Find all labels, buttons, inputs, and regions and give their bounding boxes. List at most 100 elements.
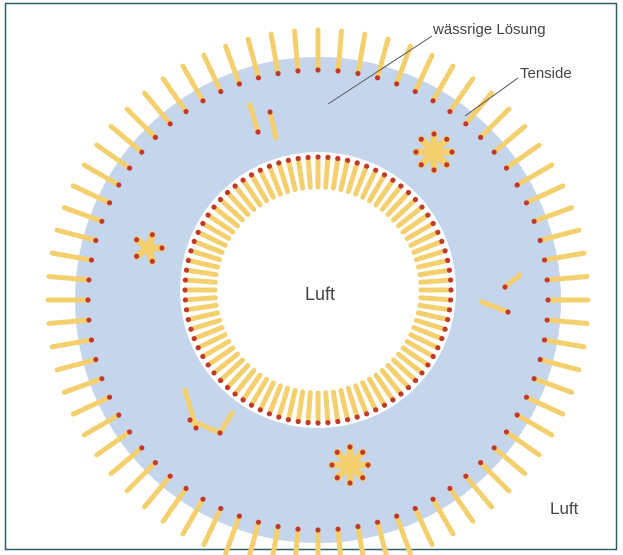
surfactant-head <box>431 167 436 172</box>
surfactant-head <box>439 239 444 244</box>
surfactant-head <box>218 89 223 94</box>
surfactant-tail <box>185 280 215 282</box>
surfactant-head <box>187 417 192 422</box>
surfactant-head <box>276 414 281 419</box>
surfactant-head <box>373 168 378 173</box>
surfactant-head <box>237 81 242 86</box>
surfactant-head <box>315 154 320 159</box>
surfactant-head <box>325 155 330 160</box>
surfactant-head <box>184 268 189 273</box>
surfactant-head <box>240 178 245 183</box>
surfactant-head <box>425 362 430 367</box>
surfactant-head <box>218 197 223 202</box>
surfactant-head <box>183 109 188 114</box>
surfactant-head <box>153 135 158 140</box>
surfactant-head <box>373 407 378 412</box>
surfactant-head <box>258 407 263 412</box>
surfactant-head <box>249 403 254 408</box>
surfactant-head <box>355 71 360 76</box>
surfactant-tail <box>421 298 451 300</box>
label: Luft <box>550 499 579 518</box>
surfactant-head <box>225 190 230 195</box>
surfactant-head <box>286 417 291 422</box>
surfactant-head <box>127 429 132 434</box>
surfactant-tail <box>421 280 451 282</box>
surfactant-head <box>430 497 435 502</box>
surfactant-head <box>505 309 510 314</box>
surfactant-head <box>93 357 98 362</box>
surfactant-head <box>258 168 263 173</box>
surfactant-head <box>444 137 449 142</box>
surfactant-head <box>86 277 91 282</box>
surfactant-head <box>325 420 330 425</box>
surfactant-head <box>375 75 380 80</box>
surfactant-tail <box>326 393 328 423</box>
surfactant-head <box>398 391 403 396</box>
surfactant-head <box>413 378 418 383</box>
surfactant-head <box>364 411 369 416</box>
surfactant-head <box>206 362 211 367</box>
surfactant-head <box>345 158 350 163</box>
surfactant-head <box>419 370 424 375</box>
surfactant-head <box>355 160 360 165</box>
surfactant-head <box>305 420 310 425</box>
surfactant-head <box>196 230 201 235</box>
surfactant-head <box>249 172 254 177</box>
surfactant-head <box>478 135 483 140</box>
surfactant-head <box>305 155 310 160</box>
surfactant-head <box>150 259 155 264</box>
surfactant-head <box>335 450 340 455</box>
surfactant-head <box>335 527 340 532</box>
surfactant-head <box>89 337 94 342</box>
surfactant-head <box>447 307 452 312</box>
surfactant-head <box>439 336 444 341</box>
surfactant-head <box>390 178 395 183</box>
surfactant-head <box>99 376 104 381</box>
surfactant-head <box>390 397 395 402</box>
surfactant-head <box>107 395 112 400</box>
surfactant-head <box>347 480 352 485</box>
surfactant-head <box>524 395 529 400</box>
surfactant-tail <box>185 298 215 300</box>
surfactant-head <box>545 277 550 282</box>
surfactant-tail <box>294 31 297 71</box>
surfactant-head <box>406 190 411 195</box>
surfactant-head <box>206 212 211 217</box>
surfactant-head <box>335 156 340 161</box>
surfactant-head <box>502 284 507 289</box>
surfactant-head <box>435 230 440 235</box>
surfactant-head <box>184 307 189 312</box>
surfactant-head <box>413 149 418 154</box>
surfactant-head <box>183 297 188 302</box>
surfactant-head <box>538 238 543 243</box>
surfactant-head <box>365 462 370 467</box>
surfactant-head <box>286 158 291 163</box>
surfactant-head <box>364 164 369 169</box>
surfactant-head <box>398 183 403 188</box>
surfactant-head <box>335 419 340 424</box>
surfactant-head <box>218 378 223 383</box>
surfactant-head <box>188 327 193 332</box>
surfactant-head <box>296 419 301 424</box>
surfactant-head <box>413 197 418 202</box>
surfactant-head <box>232 183 237 188</box>
surfactant-head <box>463 121 468 126</box>
surfactant-head <box>335 475 340 480</box>
surfactant-head <box>225 385 230 390</box>
surfactant-tail <box>308 157 310 187</box>
surfactant-tail <box>326 157 328 187</box>
surfactant-head <box>267 109 272 114</box>
surfactant-head <box>150 232 155 237</box>
surfactant-head <box>394 81 399 86</box>
surfactant-head <box>116 412 121 417</box>
surfactant-head <box>442 248 447 253</box>
surfactant-head <box>218 506 223 511</box>
surfactant-head <box>116 182 121 187</box>
surfactant-head <box>134 237 139 242</box>
surfactant-head <box>267 411 272 416</box>
surfactant-head <box>296 156 301 161</box>
surfactant-head <box>85 297 90 302</box>
surfactant-head <box>375 520 380 525</box>
surfactant-head <box>168 474 173 479</box>
surfactant-head <box>182 287 187 292</box>
